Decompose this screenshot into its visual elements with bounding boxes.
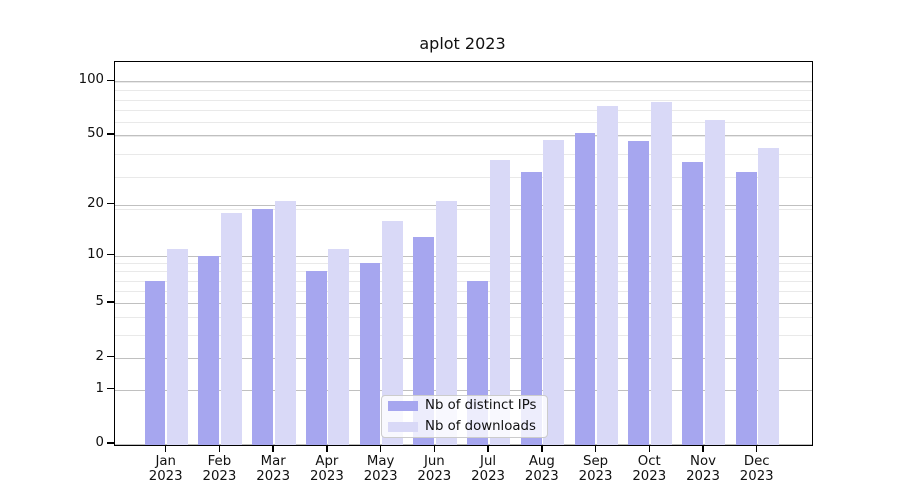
bar-nb-of-downloads-oct	[650, 101, 672, 445]
x-tick-label: Jan 2023	[148, 454, 183, 484]
gridline-minor	[115, 335, 812, 337]
x-tick	[541, 445, 543, 452]
x-tick-label: Dec 2023	[739, 454, 774, 484]
y-tick	[107, 133, 114, 135]
y-tick-label: 1	[95, 380, 104, 396]
bar-nb-of-downloads-feb	[221, 212, 242, 445]
bar-nb-of-downloads-jun	[435, 201, 457, 445]
y-tick	[107, 202, 114, 205]
bar-nb-of-distinct-ips-apr	[305, 271, 327, 445]
gridline-minor	[115, 280, 812, 282]
gridline-minor	[115, 122, 812, 124]
y-tick	[107, 253, 114, 256]
bar-nb-of-downloads-apr	[328, 248, 350, 445]
x-tick	[326, 445, 328, 452]
bar-nb-of-distinct-ips-nov	[682, 162, 703, 445]
gridline-minor	[115, 136, 812, 138]
gridline-minor	[115, 317, 812, 319]
gridline-minor	[115, 208, 812, 210]
x-tick	[165, 445, 167, 452]
gridline-major	[115, 444, 812, 445]
bar-nb-of-downloads-aug	[543, 139, 565, 445]
y-tick	[107, 79, 114, 81]
plot-area: Nb of distinct IPs Nb of downloads	[114, 61, 813, 446]
bar-nb-of-downloads-dec	[758, 148, 780, 445]
bar-nb-of-distinct-ips-sep	[574, 133, 596, 445]
bar-nb-of-distinct-ips-mar	[252, 208, 273, 445]
y-tick	[107, 387, 114, 390]
y-tick-label: 5	[95, 294, 104, 310]
y-tick-label: 2	[95, 348, 104, 364]
x-tick	[379, 445, 382, 452]
x-tick-label: Mar 2023	[256, 454, 291, 484]
y-tick-label: 100	[78, 72, 104, 88]
gridline-major	[115, 357, 812, 359]
bar-nb-of-downloads-jan	[167, 248, 189, 445]
y-tick	[107, 355, 114, 358]
x-tick	[433, 445, 436, 452]
x-tick-label: Oct 2023	[632, 454, 667, 484]
bar-nb-of-distinct-ips-aug	[520, 171, 542, 445]
legend-label-downloads: Nb of downloads	[425, 419, 536, 434]
legend: Nb of distinct IPs Nb of downloads	[381, 395, 548, 438]
x-tick	[648, 445, 650, 452]
x-tick-label: Apr 2023	[309, 454, 344, 484]
bar-nb-of-distinct-ips-jun	[413, 236, 435, 445]
y-tick	[107, 301, 114, 303]
gridline-minor	[115, 82, 812, 83]
gridline-minor	[115, 90, 812, 92]
x-tick-label: Jun 2023	[417, 454, 452, 484]
legend-label-distinct-ips: Nb of distinct IPs	[425, 398, 537, 413]
y-tick-label: 0	[95, 435, 104, 450]
legend-item-downloads: Nb of downloads	[388, 418, 547, 436]
x-tick	[702, 445, 704, 452]
gridline-major	[115, 134, 812, 136]
x-tick	[487, 445, 489, 452]
x-tick-label: Aug 2023	[524, 454, 559, 484]
gridline-minor	[115, 154, 812, 156]
gridline-minor	[115, 263, 812, 264]
bar-nb-of-distinct-ips-dec	[735, 171, 757, 445]
bar-nb-of-downloads-sep	[597, 105, 618, 445]
gridline-minor	[115, 271, 812, 273]
legend-swatch-distinct-ips	[388, 401, 418, 411]
x-tick	[272, 445, 274, 452]
gridline-major	[115, 303, 812, 305]
bar-nb-of-downloads-jul	[489, 160, 511, 445]
chart-title: aplot 2023	[419, 34, 506, 53]
bar-nb-of-distinct-ips-oct	[628, 141, 650, 445]
gridline-major	[115, 389, 812, 391]
y-tick-label: 50	[87, 125, 104, 141]
bar-nb-of-distinct-ips-may	[359, 263, 381, 445]
x-tick	[594, 445, 597, 452]
gridline-minor	[115, 176, 812, 178]
bar-nb-of-distinct-ips-feb	[198, 255, 220, 445]
x-tick	[218, 445, 221, 452]
bar-nb-of-distinct-ips-jan	[144, 280, 166, 445]
x-tick-label: Feb 2023	[202, 454, 237, 484]
legend-swatch-downloads	[388, 422, 418, 432]
x-tick-label: May 2023	[363, 454, 398, 484]
y-tick-label: 10	[87, 246, 104, 262]
gridline-major	[115, 81, 812, 83]
gridline-minor	[115, 110, 812, 112]
gridline-major	[115, 204, 812, 206]
gridline-minor	[115, 99, 812, 101]
x-tick	[756, 445, 758, 452]
y-tick-label: 20	[87, 195, 104, 211]
bar-nb-of-downloads-may	[382, 221, 404, 445]
x-tick-label: Sep 2023	[578, 454, 613, 484]
y-tick	[107, 442, 114, 444]
bar-nb-of-downloads-nov	[704, 119, 726, 445]
x-tick-label: Nov 2023	[686, 454, 720, 484]
legend-item-distinct-ips: Nb of distinct IPs	[388, 397, 547, 415]
gridline-major	[115, 255, 812, 257]
gridline-minor	[115, 291, 812, 293]
bar-nb-of-downloads-mar	[274, 201, 296, 445]
x-tick-label: Jul 2023	[471, 454, 505, 484]
